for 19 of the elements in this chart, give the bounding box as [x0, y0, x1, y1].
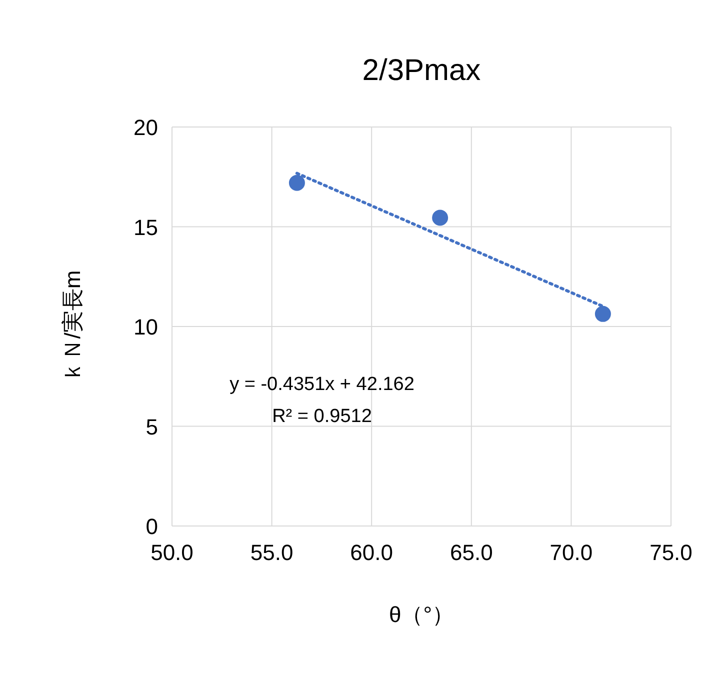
point — [288, 174, 305, 191]
x-tick-label: 55.0 — [250, 540, 294, 565]
point — [432, 210, 448, 226]
x-tick-label: 50.0 — [150, 540, 194, 565]
x-tick-label: 60.0 — [350, 540, 394, 565]
y-tick-label: 15 — [134, 214, 158, 240]
annotation: R² = 0.9512 — [272, 406, 372, 427]
x-tick-label: 70.0 — [550, 540, 593, 565]
y-axis-title: ｋＮ/実長m — [60, 270, 85, 383]
y-tick-label: 20 — [134, 115, 158, 140]
y-tick-label: 10 — [134, 314, 158, 340]
x-tick-label: 65.0 — [450, 540, 493, 565]
point — [594, 306, 611, 322]
y-tick-label: 5 — [146, 414, 158, 440]
annotation: y = -0.4351x + 42.162 — [230, 374, 414, 395]
x-axis-title: θ（°） — [388, 602, 454, 627]
chart-title: 2/3Pmax — [362, 54, 481, 87]
y-tick-label: 0 — [146, 514, 158, 539]
x-tick-label: 75.0 — [650, 540, 692, 565]
